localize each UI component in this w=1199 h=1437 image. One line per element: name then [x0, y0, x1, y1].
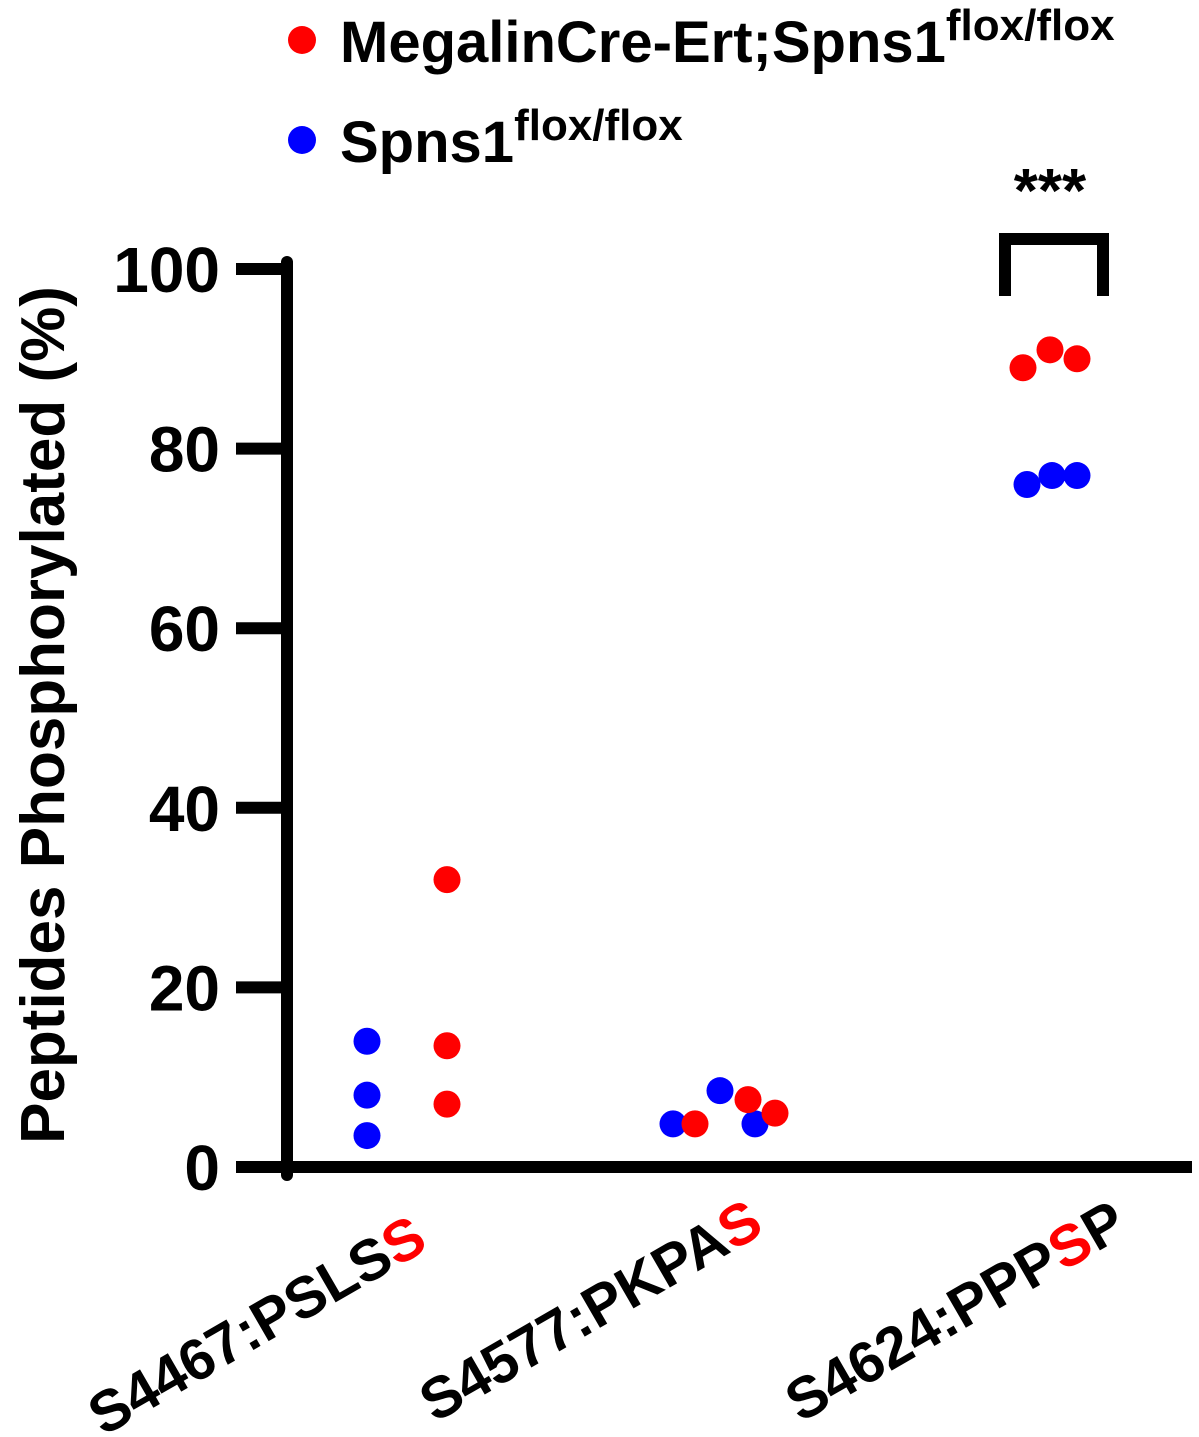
x-tick-label-prefix: S4624:PPP — [775, 1227, 1070, 1435]
data-point — [761, 1099, 789, 1127]
data-point — [1038, 462, 1066, 490]
legend-entry-name: Spns1 — [340, 110, 514, 175]
data-point — [659, 1110, 687, 1138]
legend-entry: MegalinCre-Ert;Spns1flox/flox — [340, 1, 1115, 75]
y-ticks: 0 20 40 60 80 100 — [113, 234, 290, 1204]
data-point — [741, 1110, 769, 1138]
significance-label: *** — [1014, 157, 1087, 226]
data-point — [433, 1090, 461, 1118]
significance-bracket: *** — [999, 157, 1109, 296]
x-tick-label: S4467:PSLSS — [77, 1203, 436, 1437]
axes — [281, 256, 1192, 1181]
y-tick-label: 80 — [149, 414, 220, 486]
legend: MegalinCre-Ert;Spns1flox/floxSpns1flox/f… — [288, 1, 1115, 175]
data-point — [681, 1110, 709, 1138]
data-point — [433, 1032, 461, 1060]
x-tick-label-prefix: S4577:PKPA — [409, 1206, 739, 1434]
x-tick-label: S4624:PPPSP — [775, 1188, 1137, 1435]
legend-marker — [288, 26, 316, 54]
y-tick-label: 20 — [149, 952, 220, 1024]
x-tick-label: S4577:PKPAS — [409, 1187, 773, 1435]
data-point — [353, 1027, 381, 1055]
x-tick-label-prefix: S4467:PSLS — [77, 1222, 403, 1437]
data-point — [353, 1081, 381, 1109]
data-point — [433, 866, 461, 894]
legend-marker — [288, 126, 316, 154]
data-point — [1063, 462, 1091, 490]
data-point — [1036, 336, 1064, 364]
data-point — [706, 1077, 734, 1105]
legend-entry-name: MegalinCre-Ert;Spns1 — [340, 10, 946, 75]
legend-entry: Spns1flox/flox — [340, 101, 683, 175]
legend-entry-superscript: flox/flox — [514, 101, 683, 150]
data-point — [1009, 354, 1037, 382]
data-points — [353, 336, 1091, 1150]
y-tick-label: 100 — [113, 234, 220, 306]
legend-entry-superscript: flox/flox — [946, 1, 1115, 50]
data-point — [353, 1122, 381, 1150]
data-point — [734, 1086, 762, 1114]
y-tick-label: 60 — [149, 593, 220, 665]
y-axis-label: Peptides Phosphorylated (%) — [9, 286, 78, 1144]
y-tick-label: 0 — [184, 1132, 220, 1204]
data-point — [1063, 345, 1091, 373]
y-tick-label: 40 — [149, 773, 220, 845]
significance-bracket-line — [999, 233, 1109, 296]
data-point — [1013, 471, 1041, 499]
